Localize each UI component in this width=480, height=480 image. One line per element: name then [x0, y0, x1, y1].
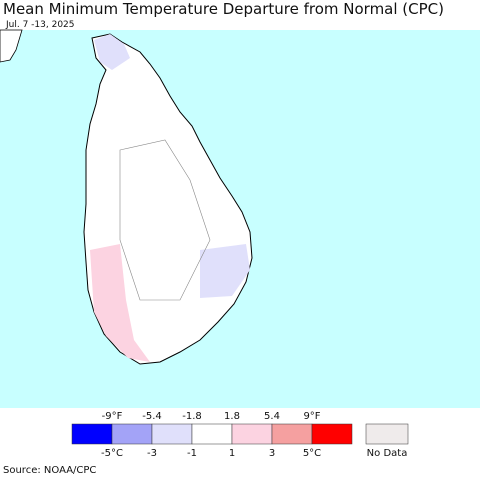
mainland	[0, 29, 23, 63]
legend-swatch	[231, 423, 273, 445]
source: Source: NOAA/CPC	[3, 465, 96, 476]
legend-c-label: -5°C	[101, 448, 123, 459]
cool-area	[94, 34, 130, 70]
legend-swatch	[151, 423, 193, 445]
no-data-label: No Data	[367, 448, 408, 459]
legend-f-label: 5.4	[264, 411, 280, 422]
district-borders	[119, 139, 211, 301]
legend-c-label: -3	[147, 448, 157, 459]
legend-c-label: 1	[229, 448, 235, 459]
legend-f-label: -1.8	[182, 411, 202, 422]
title: Mean Minimum Temperature Departure from …	[3, 0, 444, 18]
date: Jul. 7 -13, 2025	[5, 20, 75, 30]
legend-swatch	[191, 423, 233, 445]
legend-f-label: 1.8	[224, 411, 240, 422]
legend-c-label: -1	[187, 448, 197, 459]
legend-swatch	[71, 423, 113, 445]
warm-area	[90, 244, 150, 362]
legend-c-label: 3	[269, 448, 275, 459]
legend-f-label: -9°F	[102, 411, 123, 422]
legend-f-label: 9°F	[303, 411, 320, 422]
legend-c-label: 5°C	[303, 448, 321, 459]
legend: -9°F -5.4 -1.8 1.8 5.4 9°F -5°C -3 -1 1 3 5°C No Dat…	[71, 411, 409, 459]
legend-swatch	[111, 423, 153, 445]
legend-f-label: -5.4	[142, 411, 162, 422]
no-data-swatch	[365, 423, 409, 445]
legend-swatch	[271, 423, 313, 445]
legend-swatch	[311, 423, 353, 445]
cool-area	[200, 244, 250, 298]
